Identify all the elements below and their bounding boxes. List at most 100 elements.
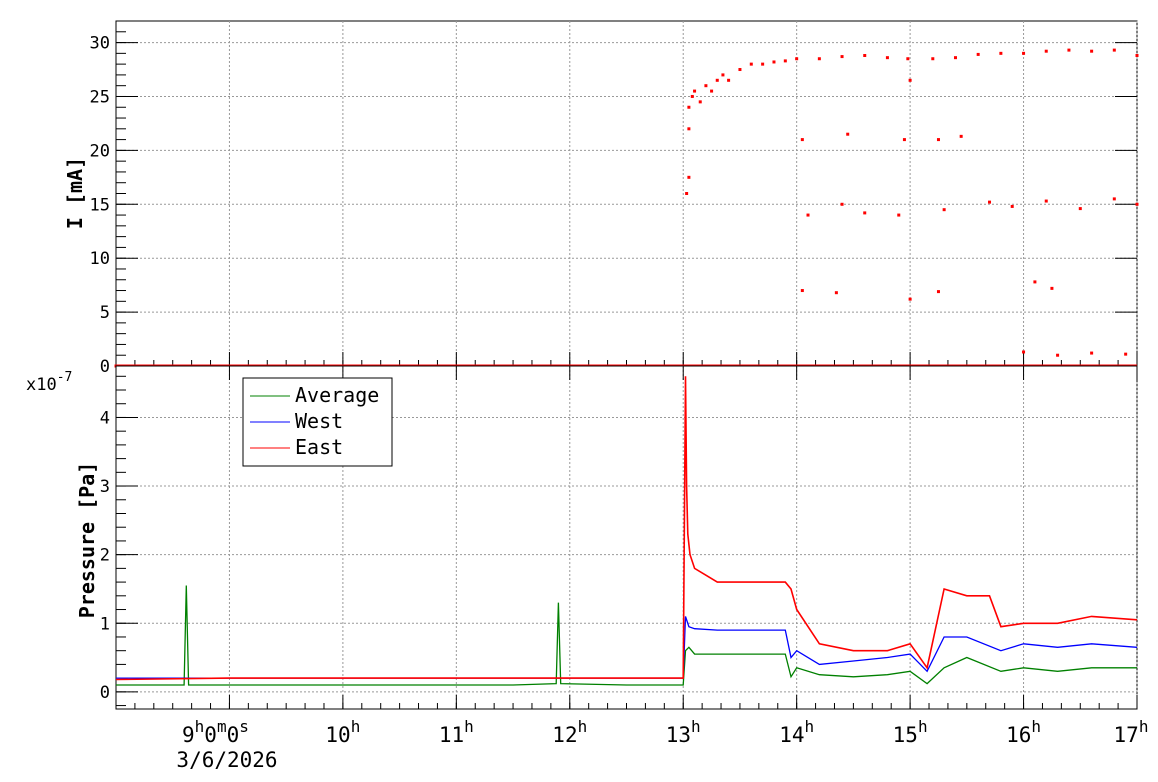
current-point: [1112, 197, 1116, 201]
current-point: [931, 57, 935, 61]
current-point: [1124, 352, 1128, 356]
top-y-tick-label: 10: [90, 249, 110, 269]
x-tick-label: 14h: [779, 717, 814, 747]
y-multiplier-exponent: -7: [57, 370, 73, 385]
bottom-y-tick-label: 1: [100, 614, 110, 634]
bottom-y-axis: 0 1 2 3 4: [100, 366, 1138, 707]
current-point: [715, 78, 719, 82]
top-y-tick-label: 25: [90, 87, 110, 107]
current-point: [936, 290, 940, 294]
top-plot-area: [115, 20, 1138, 367]
current-point: [772, 60, 776, 64]
current-point: [1033, 280, 1037, 284]
x-tick-label: 10h: [325, 717, 360, 747]
x-tick-label: 15h: [893, 717, 928, 747]
legend-label-east: East: [295, 435, 343, 459]
current-point: [1010, 204, 1014, 208]
current-point: [795, 57, 799, 61]
current-point: [727, 78, 731, 82]
current-point: [1050, 286, 1054, 290]
top-y-tick-label: 15: [90, 195, 110, 215]
current-point: [834, 291, 838, 295]
current-point: [988, 200, 992, 204]
current-point: [710, 89, 714, 93]
series-line-average: [116, 585, 1137, 686]
current-point: [1022, 350, 1026, 354]
current-point: [885, 56, 889, 60]
current-point: [693, 89, 697, 93]
current-point: [817, 57, 821, 61]
current-point: [1112, 48, 1116, 52]
current-point: [806, 213, 810, 217]
legend-label-west: West: [295, 409, 343, 433]
top-y-tick-label: 30: [90, 34, 110, 54]
current-point: [942, 208, 946, 212]
series-line-east: [115, 376, 1138, 681]
y-multiplier-base: x10: [26, 375, 57, 395]
current-point: [1090, 49, 1094, 53]
current-point: [999, 51, 1003, 55]
x-tick-label: 16h: [1006, 717, 1041, 747]
top-y-axis-label: I [mA]: [63, 157, 87, 229]
current-point: [690, 94, 694, 98]
x-tick-label: 17h: [1114, 717, 1149, 747]
current-point: [840, 55, 844, 59]
x-tick-label: 12h: [552, 717, 587, 747]
current-point: [800, 289, 804, 293]
x-tick-label: 11h: [439, 717, 474, 747]
top-grid: [116, 21, 1138, 366]
current-point: [687, 127, 691, 131]
current-point: [976, 52, 980, 56]
bottom-y-axis-label: Pressure [Pa]: [75, 462, 99, 619]
top-y-axis: 0 5 10 15 20 25 30: [90, 31, 1138, 377]
current-point: [1135, 202, 1139, 206]
current-point: [936, 138, 940, 142]
current-point: [685, 192, 689, 195]
current-point: [897, 213, 901, 217]
x-date-label: 3/6/2026: [176, 748, 277, 772]
current-point: [953, 56, 957, 60]
x-tick-label: 9h0m0s: [182, 717, 249, 747]
current-point: [1078, 207, 1082, 211]
bottom-series-lines: [115, 376, 1138, 686]
legend-label-average: Average: [295, 383, 379, 407]
current-point: [800, 138, 804, 142]
top-y-tick-label: 0: [100, 357, 110, 377]
current-point: [846, 132, 850, 136]
y-multiplier: x10-7: [26, 370, 72, 395]
current-point: [721, 73, 725, 77]
current-point: [1067, 48, 1071, 52]
top-y-tick-label: 5: [100, 303, 110, 323]
current-point: [840, 202, 844, 206]
current-point: [687, 175, 691, 179]
current-point: [863, 54, 867, 57]
current-point: [908, 78, 912, 82]
bottom-y-tick-label: 2: [100, 546, 110, 566]
x-axis: 9h0m0s 10h 11h 12h 13h 14h 15h 16h 17h: [115, 695, 1149, 747]
current-point: [863, 211, 867, 215]
current-point: [698, 100, 702, 104]
top-y-tick-label: 20: [90, 141, 110, 161]
current-point: [1044, 199, 1048, 203]
current-point: [908, 297, 912, 301]
current-point: [959, 134, 963, 138]
current-point: [783, 59, 787, 63]
bottom-y-tick-label: 4: [100, 408, 110, 428]
current-point: [1022, 51, 1026, 55]
x-tick-label: 13h: [666, 717, 701, 747]
current-point: [738, 68, 742, 72]
current-point: [1135, 54, 1139, 57]
current-point: [687, 105, 691, 109]
current-point: [902, 138, 906, 142]
bottom-y-tick-label: 0: [100, 683, 110, 703]
legend: Average West East: [242, 377, 393, 467]
current-point: [761, 62, 765, 66]
current-point: [1090, 351, 1094, 355]
current-point: [749, 62, 753, 66]
bottom-y-tick-label: 3: [100, 477, 110, 497]
current-point: [1056, 353, 1060, 357]
current-point: [906, 57, 910, 61]
current-point: [1044, 49, 1048, 53]
current-point: [704, 84, 708, 88]
